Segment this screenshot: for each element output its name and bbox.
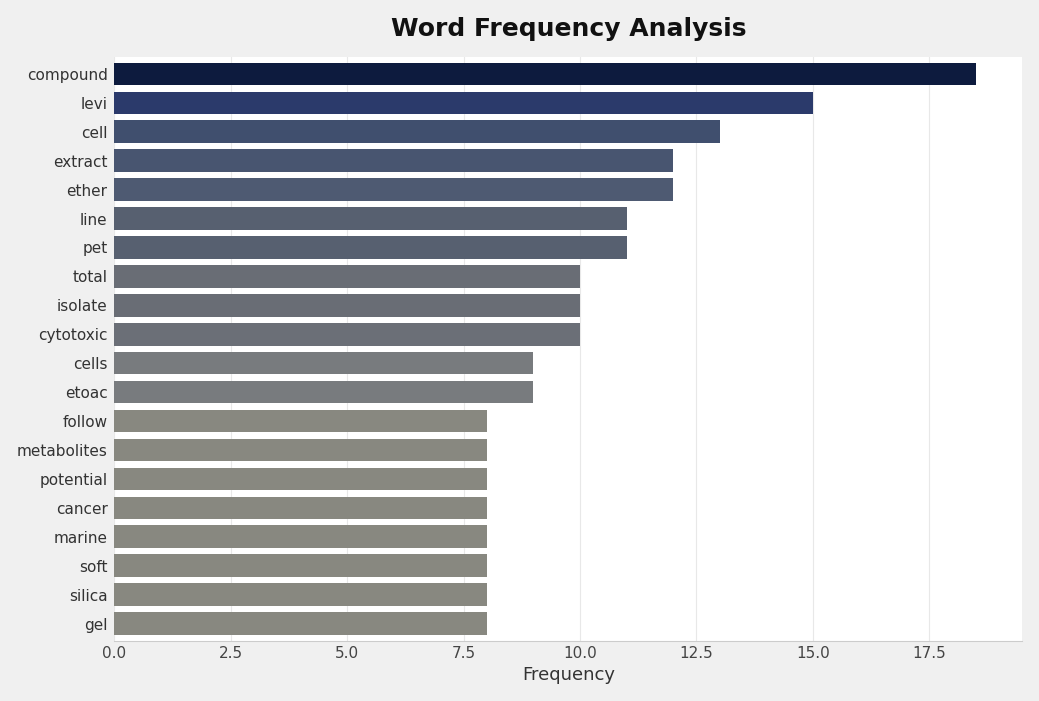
- Bar: [114, 92, 812, 114]
- Bar: [114, 207, 627, 230]
- Bar: [114, 554, 487, 577]
- X-axis label: Frequency: Frequency: [522, 667, 615, 684]
- Bar: [114, 526, 487, 548]
- Bar: [114, 294, 580, 317]
- Bar: [114, 121, 720, 143]
- Bar: [114, 265, 580, 287]
- Bar: [114, 381, 533, 403]
- Title: Word Frequency Analysis: Word Frequency Analysis: [391, 17, 746, 41]
- Bar: [114, 149, 673, 172]
- Bar: [114, 62, 976, 85]
- Bar: [114, 236, 627, 259]
- Bar: [114, 352, 533, 374]
- Bar: [114, 583, 487, 606]
- Bar: [114, 496, 487, 519]
- Bar: [114, 612, 487, 635]
- Bar: [114, 410, 487, 433]
- Bar: [114, 178, 673, 201]
- Bar: [114, 323, 580, 346]
- Bar: [114, 439, 487, 461]
- Bar: [114, 468, 487, 490]
